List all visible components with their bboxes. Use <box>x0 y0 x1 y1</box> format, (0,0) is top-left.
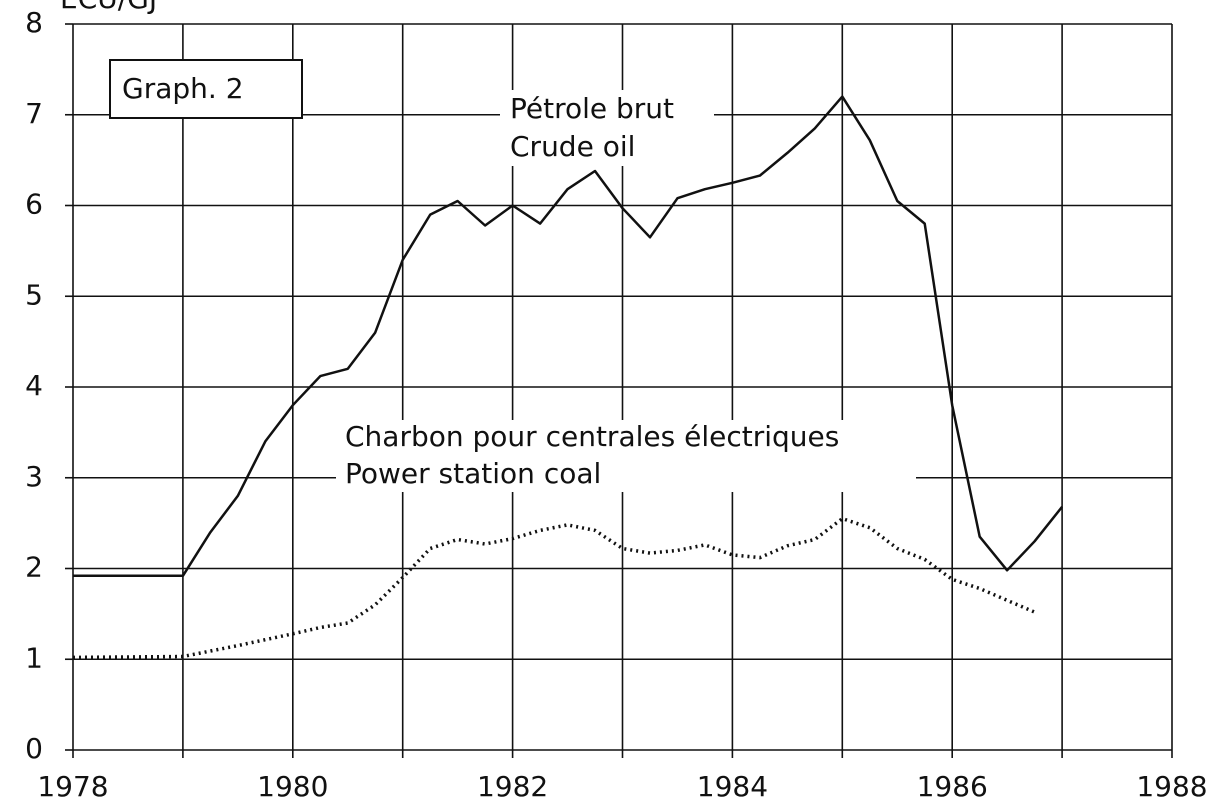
annotation: Crude oil <box>510 130 635 163</box>
x-tick-label: 1978 <box>37 770 108 803</box>
x-tick-label: 1986 <box>917 770 988 803</box>
y-tick-label: 0 <box>25 732 43 765</box>
x-tick-label: 1980 <box>257 770 328 803</box>
x-tick-label: 1988 <box>1136 770 1207 803</box>
y-axis-label: ECU/GJ <box>60 0 157 15</box>
grid: 0 1 2 3 4 5 6 7 8 1978 1980 1982 1984 1986 1988 <box>25 6 1207 803</box>
x-tick-label: 1982 <box>477 770 548 803</box>
x-tick-label: 1984 <box>697 770 768 803</box>
y-tick-label: 3 <box>25 460 43 493</box>
lines <box>72 95 1064 660</box>
y-tick-label: 7 <box>25 97 43 130</box>
annotation: Charbon pour centrales électriques <box>345 420 839 453</box>
y-tick-label: 8 <box>25 6 43 39</box>
y-tick-label: 2 <box>25 551 43 584</box>
graph-box <box>109 59 303 119</box>
annotation: Pétrole brut <box>510 92 674 125</box>
annotation: Power station coal <box>345 457 601 490</box>
y-tick-label: 1 <box>25 641 43 674</box>
y-tick-label: 6 <box>25 188 43 221</box>
graph-label: Graph. 2 <box>122 72 244 105</box>
series-line <box>72 516 1036 660</box>
label-bg <box>336 420 916 492</box>
label-bg <box>500 90 714 166</box>
y-tick-label: 5 <box>25 278 43 311</box>
y-tick-label: 4 <box>25 369 43 402</box>
series-line <box>73 95 1064 578</box>
